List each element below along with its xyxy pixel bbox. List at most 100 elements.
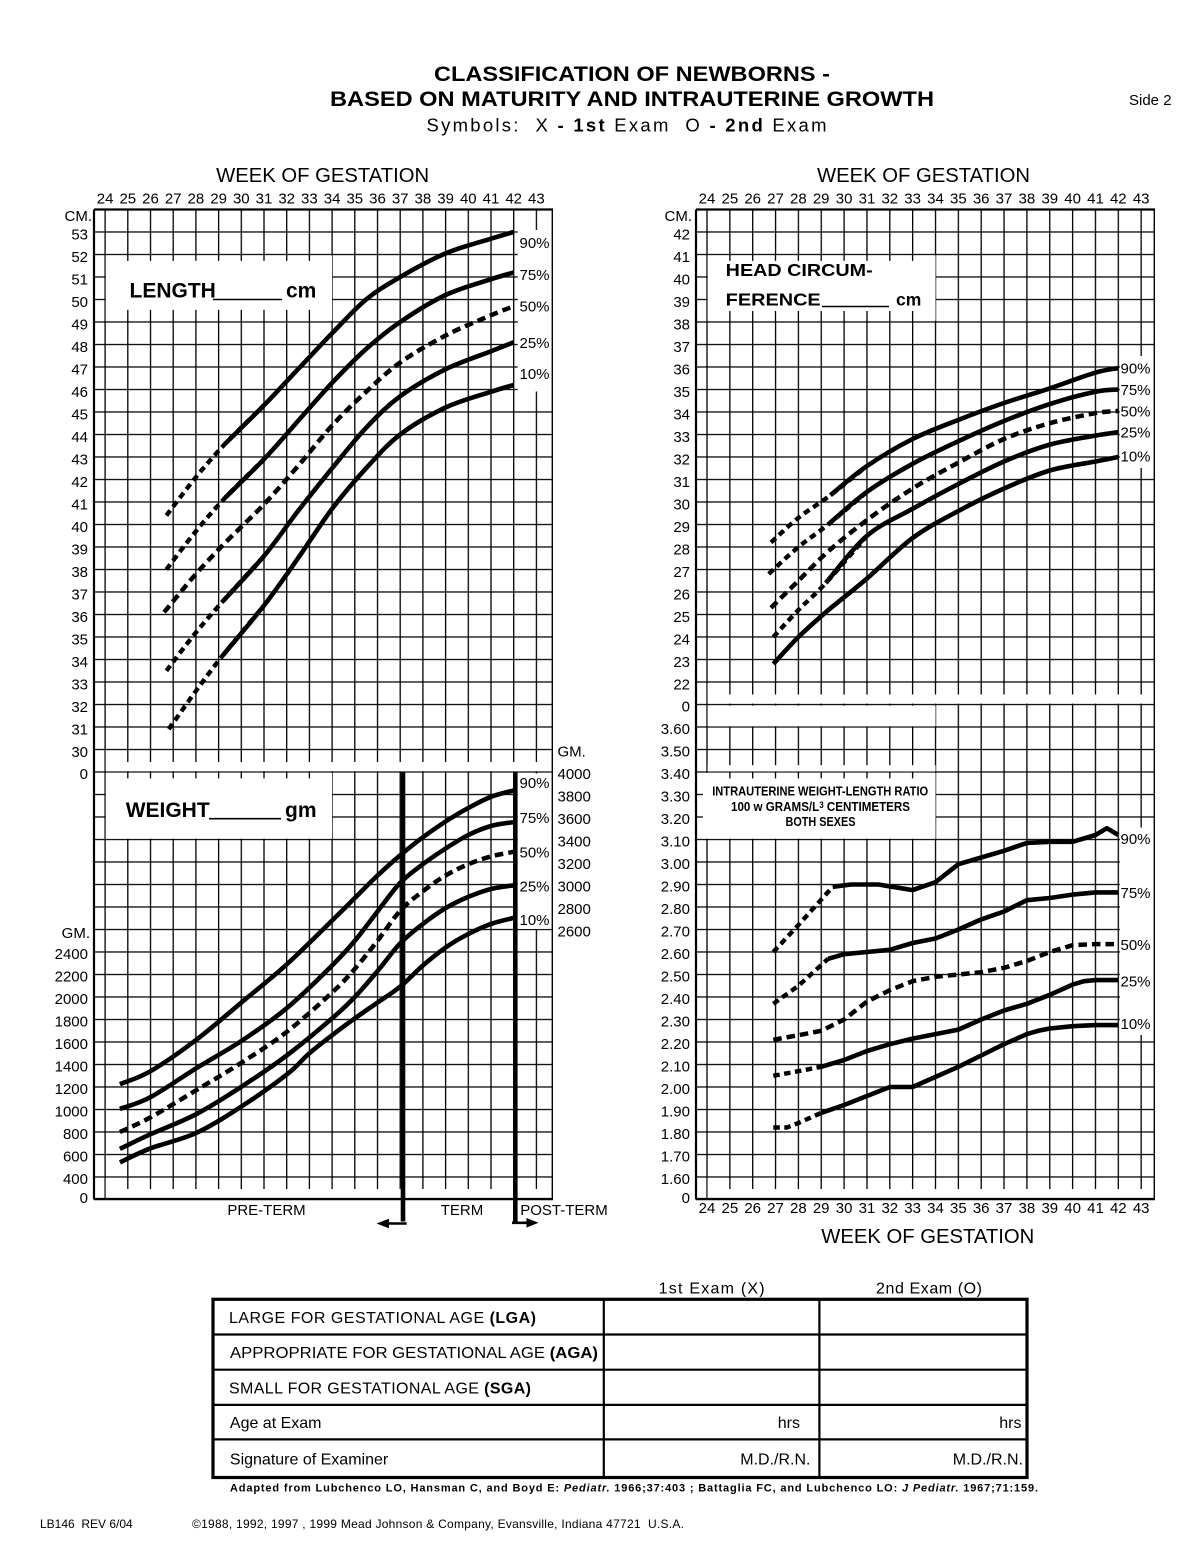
- svg-text:24: 24: [673, 631, 690, 648]
- svg-text:42: 42: [71, 474, 88, 491]
- svg-text:29: 29: [813, 191, 830, 208]
- svg-text:39: 39: [1041, 1200, 1058, 1217]
- svg-text:36: 36: [973, 1200, 990, 1217]
- svg-text:cm: cm: [286, 280, 316, 303]
- svg-text:39: 39: [71, 541, 88, 558]
- svg-text:38: 38: [415, 191, 432, 208]
- svg-text:38: 38: [1019, 1200, 1036, 1217]
- svg-text:Adapted from Lubchenco LO, Han: Adapted from Lubchenco LO, Hansman C, an…: [230, 1483, 1038, 1495]
- svg-text:25: 25: [119, 191, 136, 208]
- svg-text:30: 30: [836, 191, 853, 208]
- svg-text:31: 31: [71, 721, 88, 738]
- svg-text:2.60: 2.60: [661, 946, 690, 963]
- svg-text:41: 41: [1087, 191, 1104, 208]
- svg-text:4000: 4000: [558, 766, 591, 783]
- svg-text:26: 26: [142, 191, 159, 208]
- svg-text:3.50: 3.50: [661, 744, 690, 761]
- svg-text:90%: 90%: [1121, 361, 1151, 378]
- svg-text:HEAD CIRCUM-: HEAD CIRCUM-: [726, 260, 873, 280]
- svg-text:10%: 10%: [520, 366, 550, 383]
- svg-text:42: 42: [505, 191, 522, 208]
- svg-text:GM.: GM.: [558, 744, 586, 761]
- svg-text:CLASSIFICATION OF NEWBORNS -: CLASSIFICATION OF NEWBORNS -: [434, 63, 830, 86]
- svg-text:34: 34: [673, 406, 690, 423]
- svg-text:32: 32: [881, 191, 898, 208]
- svg-text:44: 44: [71, 429, 88, 446]
- svg-text:45: 45: [71, 406, 88, 423]
- svg-text:38: 38: [1019, 191, 1036, 208]
- svg-text:75%: 75%: [1121, 885, 1151, 902]
- svg-text:24: 24: [97, 191, 114, 208]
- svg-text:50%: 50%: [1121, 937, 1151, 954]
- svg-text:36: 36: [71, 609, 88, 626]
- svg-text:34: 34: [927, 1200, 944, 1217]
- svg-text:2.90: 2.90: [661, 879, 690, 896]
- svg-text:LARGE FOR GESTATIONAL AGE (LGA: LARGE FOR GESTATIONAL AGE (LGA): [229, 1310, 536, 1327]
- svg-text:32: 32: [278, 191, 295, 208]
- svg-text:37: 37: [392, 191, 409, 208]
- svg-text:43: 43: [528, 191, 545, 208]
- svg-text:28: 28: [790, 191, 807, 208]
- svg-text:0: 0: [682, 699, 690, 716]
- svg-text:34: 34: [927, 191, 944, 208]
- svg-text:51: 51: [71, 271, 88, 288]
- svg-text:46: 46: [71, 384, 88, 401]
- svg-text:27: 27: [767, 191, 784, 208]
- svg-text:39: 39: [437, 191, 454, 208]
- svg-text:M.D./R.N.: M.D./R.N.: [740, 1451, 810, 1468]
- svg-text:25: 25: [673, 609, 690, 626]
- svg-text:0: 0: [80, 1190, 88, 1207]
- svg-text:47: 47: [71, 361, 88, 378]
- svg-text:3400: 3400: [558, 834, 591, 851]
- svg-text:39: 39: [1041, 191, 1058, 208]
- svg-text:37: 37: [996, 191, 1013, 208]
- svg-text:3200: 3200: [558, 856, 591, 873]
- svg-text:25%: 25%: [1121, 424, 1151, 441]
- svg-text:50%: 50%: [1121, 404, 1151, 421]
- svg-text:41: 41: [673, 249, 690, 266]
- svg-text:29: 29: [813, 1200, 830, 1217]
- svg-text:25%: 25%: [520, 335, 550, 352]
- svg-text:24: 24: [699, 191, 716, 208]
- svg-text:LB146 REV 6/04: LB146 REV 6/04: [40, 1517, 133, 1531]
- svg-text:75%: 75%: [1121, 382, 1151, 399]
- svg-text:38: 38: [673, 316, 690, 333]
- svg-text:BASED ON MATURITY AND INTRAUTE: BASED ON MATURITY AND INTRAUTERINE GROWT…: [330, 88, 934, 111]
- svg-text:cm: cm: [896, 290, 921, 310]
- svg-text:PRE-TERM: PRE-TERM: [227, 1202, 305, 1219]
- svg-text:600: 600: [63, 1149, 88, 1166]
- svg-text:FERENCE: FERENCE: [726, 290, 821, 310]
- svg-text:©1988, 1992, 1997 , 1999 Mead: ©1988, 1992, 1997 , 1999 Mead Johnson & …: [192, 1517, 684, 1531]
- svg-text:75%: 75%: [520, 810, 550, 827]
- svg-text:3.60: 3.60: [661, 721, 690, 738]
- svg-text:53: 53: [71, 226, 88, 243]
- svg-text:32: 32: [881, 1200, 898, 1217]
- svg-text:29: 29: [210, 191, 227, 208]
- svg-text:37: 37: [673, 339, 690, 356]
- svg-text:3.00: 3.00: [661, 856, 690, 873]
- svg-text:3600: 3600: [558, 811, 591, 828]
- svg-text:31: 31: [673, 474, 690, 491]
- svg-text:2600: 2600: [558, 924, 591, 941]
- svg-text:1.90: 1.90: [661, 1104, 690, 1121]
- svg-text:Signature of Examiner: Signature of Examiner: [230, 1451, 389, 1468]
- svg-text:50%: 50%: [520, 845, 550, 862]
- svg-text:2nd Exam (O): 2nd Exam (O): [876, 1281, 982, 1298]
- svg-text:43: 43: [1133, 191, 1150, 208]
- svg-text:42: 42: [1110, 1200, 1127, 1217]
- svg-text:49: 49: [71, 316, 88, 333]
- svg-text:2200: 2200: [55, 969, 88, 986]
- svg-text:32: 32: [673, 451, 690, 468]
- svg-text:2000: 2000: [55, 991, 88, 1008]
- svg-text:48: 48: [71, 339, 88, 356]
- svg-text:33: 33: [71, 676, 88, 693]
- svg-text:26: 26: [673, 586, 690, 603]
- svg-text:32: 32: [71, 699, 88, 716]
- svg-text:37: 37: [996, 1200, 1013, 1217]
- svg-text:33: 33: [904, 191, 921, 208]
- svg-text:50: 50: [71, 294, 88, 311]
- svg-text:1.60: 1.60: [661, 1171, 690, 1188]
- svg-text:800: 800: [63, 1126, 88, 1143]
- svg-text:33: 33: [673, 429, 690, 446]
- svg-text:10%: 10%: [1121, 1016, 1151, 1033]
